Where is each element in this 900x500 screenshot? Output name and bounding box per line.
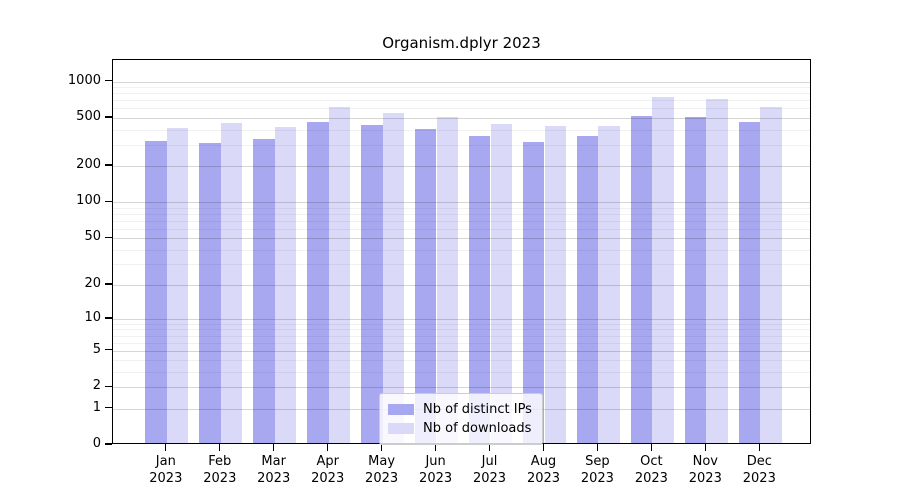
x-tick-mark — [273, 444, 275, 451]
bar-nb-of-downloads — [544, 125, 567, 443]
x-tick-mark — [380, 444, 383, 451]
y-tick-mark — [105, 443, 112, 445]
bar-nb-of-downloads — [274, 126, 297, 443]
y-tick-label: 500 — [76, 109, 101, 124]
y-tick-label: 50 — [84, 229, 101, 245]
y-tick-mark — [105, 349, 112, 351]
bar-nb-of-distinct-ips — [253, 139, 275, 443]
bar-nb-of-distinct-ips — [522, 141, 545, 443]
bar-nb-of-downloads — [652, 96, 674, 443]
legend-label-distinct-ips: Nb of distinct IPs — [423, 402, 532, 417]
bar-nb-of-downloads — [760, 106, 782, 443]
x-tick-label: May 2023 — [365, 454, 399, 486]
bar-nb-of-downloads — [490, 123, 513, 443]
legend-swatch-downloads — [388, 423, 414, 434]
x-tick-mark — [219, 444, 221, 451]
bar-nb-of-downloads — [166, 128, 189, 443]
y-tick-mark — [105, 200, 112, 202]
x-tick-label: Dec 2023 — [742, 454, 776, 486]
x-tick-mark — [434, 444, 437, 451]
y-tick-label: 20 — [84, 275, 101, 291]
x-tick-mark — [327, 444, 329, 451]
legend: Nb of distinct IPs Nb of downloads — [379, 393, 543, 445]
bar-nb-of-downloads — [598, 126, 620, 443]
x-tick-mark — [704, 444, 706, 451]
y-tick-label: 0 — [92, 436, 101, 451]
y-tick-mark — [105, 79, 112, 82]
x-tick-label: Feb 2023 — [203, 454, 237, 486]
x-tick-mark — [650, 444, 652, 451]
x-tick-label: Mar 2023 — [257, 454, 291, 486]
y-tick-mark — [105, 385, 112, 387]
x-tick-label: Nov 2023 — [688, 454, 722, 486]
bar-nb-of-distinct-ips — [361, 124, 383, 443]
bar-nb-of-downloads — [382, 113, 405, 443]
y-tick-label: 100 — [76, 193, 101, 209]
x-tick-label: Sep 2023 — [580, 454, 614, 486]
y-tick-label: 1 — [92, 399, 101, 415]
legend-row-downloads: Nb of downloads — [388, 419, 532, 438]
x-tick-label: Aug 2023 — [526, 454, 561, 486]
bar-nb-of-distinct-ips — [684, 116, 707, 443]
y-tick-mark — [105, 283, 112, 285]
x-tick-label: Apr 2023 — [311, 454, 345, 486]
y-tick-mark — [105, 164, 112, 166]
y-tick-mark — [105, 236, 112, 238]
chart-title: Organism.dplyr 2023 — [382, 34, 541, 52]
x-tick-mark — [758, 444, 760, 451]
bar-nb-of-downloads — [328, 107, 351, 443]
y-tick-mark — [105, 116, 112, 118]
x-tick-label: Jul 2023 — [472, 454, 507, 486]
y-tick-label: 200 — [76, 157, 101, 172]
bar-nb-of-distinct-ips — [468, 135, 491, 443]
bar-nb-of-distinct-ips — [738, 121, 761, 443]
bar-nb-of-downloads — [436, 117, 459, 443]
y-tick-mark — [105, 406, 112, 409]
y-tick-label: 2 — [92, 378, 101, 394]
x-tick-mark — [488, 444, 491, 451]
x-tick-mark — [542, 444, 545, 451]
x-tick-label: Jun 2023 — [419, 454, 453, 486]
x-tick-mark — [165, 444, 167, 451]
bar-nb-of-downloads — [706, 98, 728, 443]
legend-label-downloads: Nb of downloads — [423, 421, 532, 436]
bar-nb-of-distinct-ips — [576, 136, 599, 443]
bar-nb-of-distinct-ips — [199, 143, 221, 443]
x-tick-mark — [596, 444, 599, 451]
y-tick-label: 5 — [92, 341, 101, 357]
bar-nb-of-distinct-ips — [145, 141, 167, 443]
plot-area: Nb of distinct IPs Nb of downloads — [112, 59, 811, 445]
x-tick-label: Oct 2023 — [634, 454, 668, 486]
x-tick-label: Jan 2023 — [149, 454, 183, 486]
y-tick-mark — [105, 317, 112, 319]
y-tick-label: 1000 — [67, 72, 101, 88]
legend-swatch-distinct-ips — [388, 404, 414, 415]
bar-nb-of-distinct-ips — [414, 129, 437, 443]
bar-nb-of-downloads — [220, 123, 243, 443]
bars-layer — [113, 60, 810, 443]
bar-nb-of-distinct-ips — [307, 122, 329, 443]
y-tick-label: 10 — [84, 309, 101, 325]
legend-row-distinct-ips: Nb of distinct IPs — [388, 400, 532, 419]
bar-nb-of-distinct-ips — [630, 115, 653, 443]
